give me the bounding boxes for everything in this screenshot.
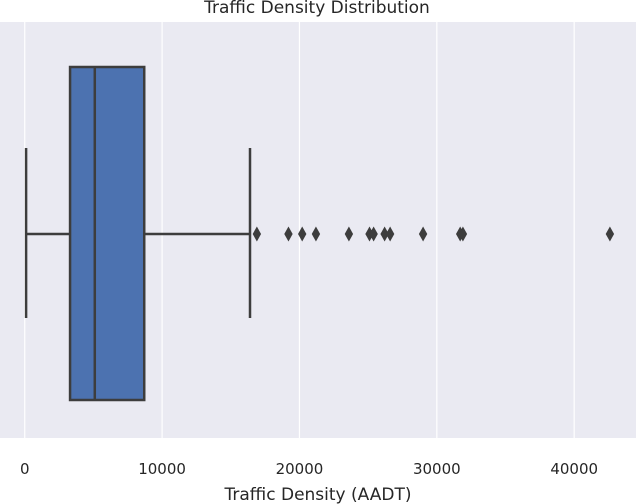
outlier-point bbox=[252, 226, 262, 242]
outlier-point bbox=[418, 226, 428, 242]
x-tick-label: 10000 bbox=[138, 460, 186, 478]
x-tick-labels: 0 10000 20000 30000 40000 bbox=[20, 460, 598, 478]
outlier-point bbox=[369, 226, 378, 242]
x-tick-label: 20000 bbox=[276, 460, 324, 478]
x-tick-label: 30000 bbox=[413, 460, 461, 478]
outliers bbox=[252, 226, 615, 242]
outlier-point bbox=[298, 226, 307, 242]
outlier-point bbox=[385, 226, 395, 242]
x-tick-label: 40000 bbox=[550, 460, 598, 478]
x-tick-label: 0 bbox=[20, 460, 30, 478]
outlier-point bbox=[284, 226, 293, 242]
outlier-point bbox=[458, 226, 468, 242]
grid-lines bbox=[24, 22, 575, 438]
outlier-point bbox=[380, 226, 389, 242]
interquartile-box bbox=[68, 65, 146, 402]
outlier-point bbox=[311, 226, 321, 242]
outlier-point bbox=[605, 226, 615, 242]
box-plot bbox=[24, 65, 252, 402]
chart-title: Traffic Density Distribution bbox=[203, 0, 430, 18]
x-axis-label: Traffic Density (AADT) bbox=[224, 485, 412, 504]
outlier-point bbox=[344, 226, 354, 242]
